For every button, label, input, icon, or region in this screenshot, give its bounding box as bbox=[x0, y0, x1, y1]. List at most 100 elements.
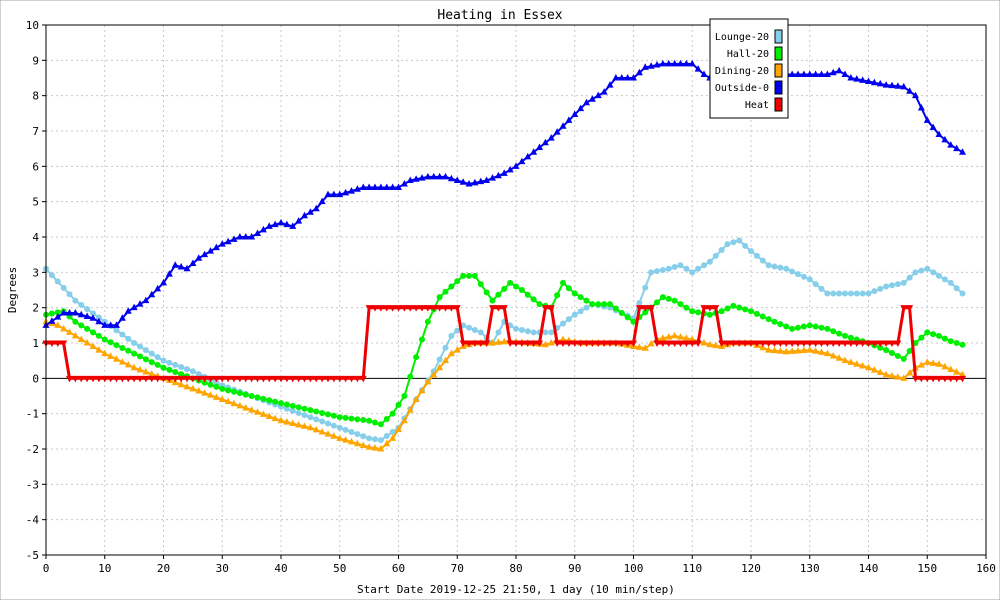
data-point bbox=[101, 375, 109, 383]
data-point bbox=[342, 426, 349, 433]
data-point bbox=[148, 375, 156, 383]
data-point bbox=[389, 183, 397, 191]
data-point bbox=[265, 222, 273, 229]
data-point bbox=[894, 82, 902, 89]
data-point bbox=[406, 406, 414, 413]
data-point bbox=[424, 172, 432, 180]
data-point bbox=[630, 340, 637, 347]
data-point bbox=[876, 79, 884, 87]
data-point bbox=[712, 341, 720, 349]
data-point bbox=[853, 360, 861, 367]
data-point bbox=[842, 290, 848, 297]
data-point bbox=[60, 324, 68, 332]
data-point bbox=[354, 416, 361, 423]
data-point bbox=[330, 375, 338, 383]
data-point bbox=[606, 81, 614, 88]
data-point bbox=[71, 375, 79, 383]
data-point bbox=[589, 301, 596, 308]
data-point bbox=[389, 434, 397, 441]
data-point bbox=[865, 363, 872, 371]
data-point bbox=[936, 272, 942, 279]
data-point bbox=[242, 391, 249, 398]
data-point bbox=[800, 340, 808, 347]
data-point bbox=[818, 70, 825, 77]
data-point bbox=[900, 355, 907, 362]
data-point bbox=[107, 352, 115, 359]
data-point bbox=[853, 75, 861, 82]
data-point bbox=[501, 285, 508, 292]
data-point bbox=[876, 340, 884, 347]
data-point bbox=[795, 324, 801, 331]
data-point bbox=[318, 375, 326, 383]
data-point bbox=[571, 311, 578, 318]
data-point bbox=[366, 417, 373, 424]
data-point bbox=[448, 283, 455, 290]
data-point bbox=[330, 432, 338, 439]
data-point bbox=[83, 339, 91, 346]
data-point bbox=[530, 329, 537, 336]
data-point bbox=[90, 310, 96, 317]
data-point bbox=[453, 305, 461, 312]
data-point bbox=[812, 70, 820, 77]
data-point bbox=[829, 351, 837, 359]
data-point bbox=[947, 375, 955, 383]
data-point bbox=[923, 375, 931, 383]
data-point bbox=[442, 356, 449, 364]
data-point bbox=[254, 408, 261, 415]
x-tick-label: 20 bbox=[157, 562, 170, 575]
data-point bbox=[259, 225, 267, 233]
data-point bbox=[512, 162, 520, 169]
data-point bbox=[718, 246, 725, 253]
data-point bbox=[618, 309, 625, 316]
data-point bbox=[230, 399, 238, 407]
data-point bbox=[113, 327, 120, 334]
data-point bbox=[289, 222, 297, 229]
data-point bbox=[471, 178, 479, 186]
data-point bbox=[659, 340, 667, 347]
data-point bbox=[823, 340, 831, 347]
data-point bbox=[265, 375, 273, 383]
data-point bbox=[442, 288, 449, 295]
data-point bbox=[54, 340, 62, 347]
data-point bbox=[601, 301, 608, 308]
data-point bbox=[436, 294, 443, 301]
data-point bbox=[412, 175, 420, 182]
data-point bbox=[553, 340, 561, 347]
data-point bbox=[853, 340, 861, 347]
data-point bbox=[636, 299, 643, 306]
data-point bbox=[518, 287, 525, 293]
data-point bbox=[682, 59, 690, 67]
data-point bbox=[177, 375, 185, 383]
data-point bbox=[189, 368, 196, 375]
legend-swatch bbox=[774, 46, 783, 61]
data-point bbox=[841, 340, 849, 347]
data-point bbox=[289, 407, 296, 414]
data-point bbox=[700, 70, 708, 77]
data-point bbox=[207, 375, 214, 383]
data-point bbox=[618, 74, 626, 81]
data-point bbox=[876, 368, 884, 375]
data-point bbox=[788, 70, 796, 77]
data-point bbox=[536, 301, 543, 308]
data-point bbox=[489, 174, 496, 181]
data-point bbox=[418, 386, 426, 394]
data-point bbox=[172, 368, 179, 375]
data-point bbox=[124, 375, 132, 383]
data-point bbox=[236, 390, 243, 397]
y-tick-label: 6 bbox=[32, 160, 39, 173]
data-point bbox=[577, 294, 584, 301]
data-point bbox=[148, 290, 156, 298]
data-point bbox=[71, 331, 79, 339]
data-point bbox=[77, 375, 85, 383]
x-tick-label: 0 bbox=[43, 562, 50, 575]
series-heat bbox=[42, 305, 966, 383]
data-point bbox=[113, 375, 120, 383]
data-point bbox=[489, 297, 496, 304]
data-point bbox=[107, 375, 115, 383]
y-tick-label: 5 bbox=[32, 196, 39, 209]
data-point bbox=[295, 404, 302, 411]
data-point bbox=[889, 350, 895, 357]
data-point bbox=[642, 284, 649, 291]
data-point bbox=[759, 313, 766, 320]
